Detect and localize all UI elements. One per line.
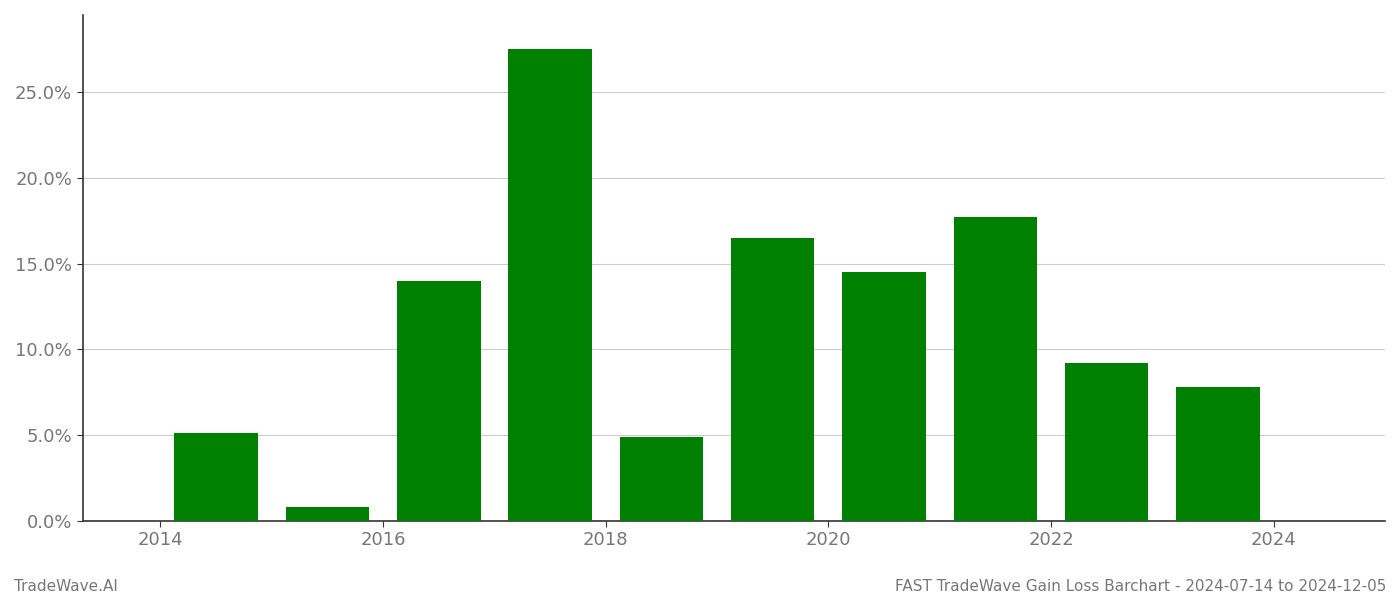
Text: FAST TradeWave Gain Loss Barchart - 2024-07-14 to 2024-12-05: FAST TradeWave Gain Loss Barchart - 2024… [895,579,1386,594]
Bar [620,437,703,521]
Bar [1176,387,1260,521]
Bar [398,281,480,521]
Bar [843,272,925,521]
Bar [731,238,815,521]
Bar [508,49,592,521]
Text: TradeWave.AI: TradeWave.AI [14,579,118,594]
Bar [953,217,1037,521]
Bar [1065,363,1148,521]
Bar [175,433,258,521]
Bar [286,507,370,521]
